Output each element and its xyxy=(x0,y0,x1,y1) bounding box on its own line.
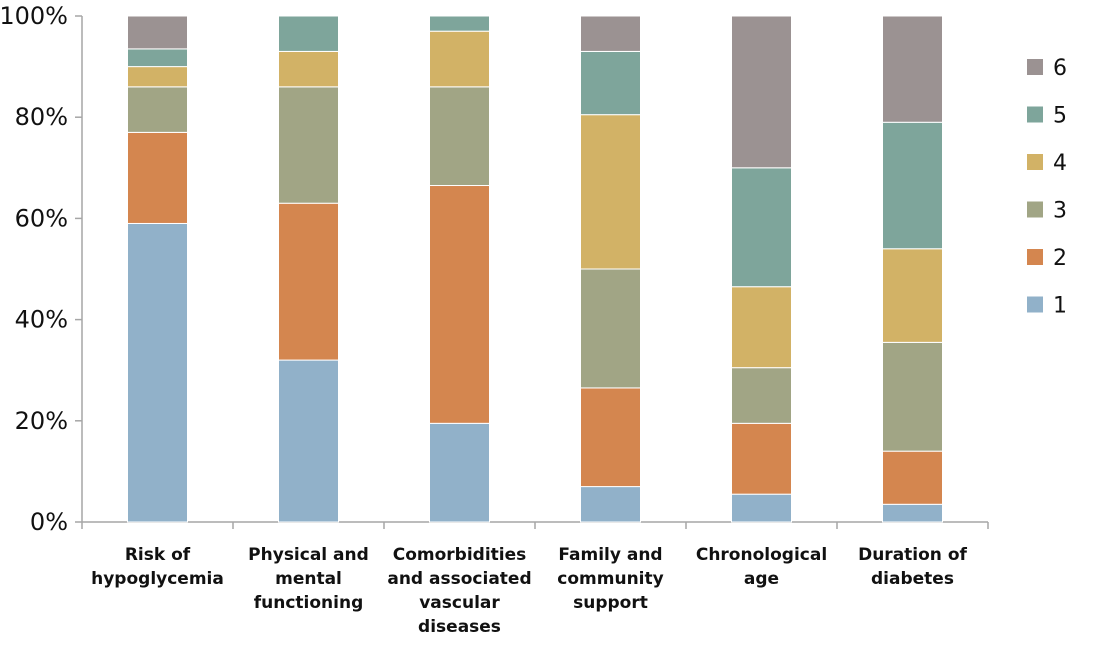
y-tick-label: 60% xyxy=(15,204,68,232)
x-category-label: Comorbidities and associated vascular disea… xyxy=(387,545,531,637)
x-category-label: Chronological age xyxy=(696,545,827,589)
x-category-label: Risk of hypoglycemia xyxy=(91,545,224,589)
bar-segment-series-4 xyxy=(127,66,188,88)
x-category-label-line: Chronological xyxy=(696,545,827,565)
bar-segment-series-4 xyxy=(731,286,792,369)
bar-segment-series-5 xyxy=(429,15,490,32)
bar-segment-series-1 xyxy=(731,493,792,523)
bar-segment-series-2 xyxy=(127,131,188,224)
y-axis: 0% 20% 40% 60% 80% 100% xyxy=(0,2,83,536)
legend-label: 5 xyxy=(1053,104,1067,129)
bar-segment-series-4 xyxy=(278,50,339,88)
bar-segment-series-2 xyxy=(882,450,943,505)
legend: 6 5 4 3 2 1 xyxy=(1027,56,1067,319)
bar-segment-series-5 xyxy=(278,15,339,52)
x-category-label: Physical and mental functioning xyxy=(248,545,369,613)
legend-label: 2 xyxy=(1053,246,1067,271)
bar-segment-series-6 xyxy=(127,15,188,50)
bar-segment-series-6 xyxy=(580,15,641,52)
y-tick-label: 100% xyxy=(0,2,68,30)
bar-segment-series-2 xyxy=(580,387,641,488)
x-category-label-line: diabetes xyxy=(871,569,954,589)
bar-segment-series-1 xyxy=(278,359,339,523)
bar-segment-series-2 xyxy=(278,202,339,361)
x-category-label-line: Physical and xyxy=(248,545,369,565)
bar-segment-series-4 xyxy=(882,248,943,343)
bar-segment-series-4 xyxy=(429,30,490,88)
bar-segment-series-4 xyxy=(580,114,641,270)
x-category-label-line: Comorbidities xyxy=(393,545,527,565)
bar-segment-series-1 xyxy=(429,422,490,523)
bars xyxy=(127,15,943,523)
bar-segment-series-1 xyxy=(127,222,188,523)
legend-swatch-2 xyxy=(1027,249,1043,265)
x-category-label-line: age xyxy=(744,569,779,589)
x-category-label-line: and associated xyxy=(387,569,531,589)
bar-segment-series-2 xyxy=(429,185,490,424)
bar-segment-series-1 xyxy=(580,486,641,523)
legend-swatch-5 xyxy=(1027,106,1043,123)
x-category-label-line: Risk of xyxy=(125,545,191,565)
y-tick-label: 40% xyxy=(15,306,68,334)
y-tick-label: 80% xyxy=(15,103,68,131)
bar-segment-series-5 xyxy=(580,50,641,116)
bar-segment-series-5 xyxy=(882,121,943,250)
bar-segment-series-2 xyxy=(731,422,792,495)
bar-segment-series-3 xyxy=(127,86,188,133)
legend-swatch-1 xyxy=(1027,296,1043,313)
legend-label: 4 xyxy=(1053,151,1067,176)
x-category-label-line: support xyxy=(573,593,648,613)
bar-segment-series-3 xyxy=(580,268,641,389)
legend-label: 3 xyxy=(1053,199,1067,224)
x-category-label: Duration of diabetes xyxy=(858,545,967,589)
bar-segment-series-3 xyxy=(429,86,490,187)
y-tick-label: 20% xyxy=(15,407,68,435)
category-labels: Risk of hypoglycemia Physical and mental fun… xyxy=(91,545,967,637)
y-tick-label: 0% xyxy=(30,508,68,536)
bar-segment-series-5 xyxy=(731,167,792,288)
bar-segment-series-6 xyxy=(882,15,943,123)
x-category-label-line: Duration of xyxy=(858,545,967,565)
bar-segment-series-5 xyxy=(127,48,188,68)
bar-segment-series-1 xyxy=(882,503,943,523)
bar-segment-series-6 xyxy=(731,15,792,169)
bar-segment-series-3 xyxy=(278,86,339,204)
x-category-label-line: mental xyxy=(275,569,342,589)
bar-segment-series-3 xyxy=(731,367,792,424)
legend-label: 6 xyxy=(1053,56,1067,81)
x-category-label-line: Family and xyxy=(558,545,662,565)
bar-segment-series-3 xyxy=(882,341,943,452)
x-category-label-line: community xyxy=(557,569,663,589)
x-category-label-line: functioning xyxy=(254,593,364,613)
legend-swatch-4 xyxy=(1027,154,1043,170)
x-category-label-line: diseases xyxy=(418,617,501,637)
x-axis xyxy=(81,521,989,529)
legend-swatch-3 xyxy=(1027,201,1043,218)
x-category-label-line: vascular xyxy=(419,593,500,613)
x-category-label: Family and community support xyxy=(557,545,663,613)
legend-label: 1 xyxy=(1053,294,1067,319)
x-category-label-line: hypoglycemia xyxy=(91,569,224,589)
legend-swatch-6 xyxy=(1027,59,1043,75)
